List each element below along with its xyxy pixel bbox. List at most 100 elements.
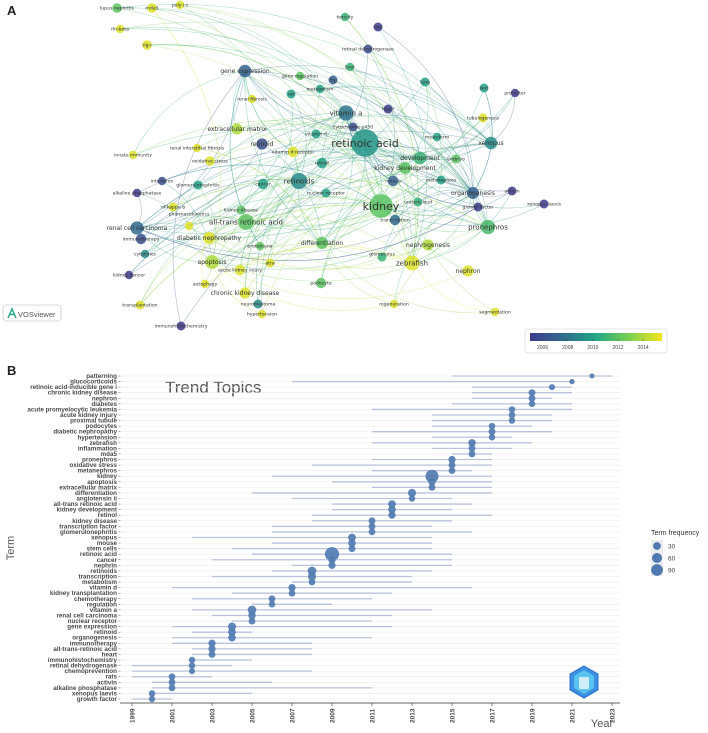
network-node-glomerulus[interactable] [377, 252, 387, 262]
network-node-innate-immunity[interactable] [128, 150, 138, 160]
network-node-vitamin-d-receptor[interactable] [287, 146, 299, 158]
network-node-tubulogenesis[interactable] [478, 113, 488, 123]
network-node-renal-interstitial-fibrosis[interactable] [192, 143, 202, 153]
network-node-proteinuria[interactable] [255, 241, 265, 251]
term-frequency-point[interactable] [488, 428, 496, 436]
term-frequency-point[interactable] [468, 444, 476, 452]
network-node-atra[interactable] [265, 258, 275, 268]
term-frequency-point[interactable] [268, 601, 276, 608]
term-frequency-point[interactable] [328, 556, 336, 564]
network-node-xenopus-laevis[interactable] [539, 199, 549, 209]
term-frequency-point[interactable] [368, 517, 376, 525]
network-node-acute-kidney-injury[interactable] [234, 264, 246, 276]
network-node-zebrafish[interactable] [404, 255, 420, 271]
network-node-transcription[interactable] [389, 214, 401, 226]
term-frequency-point[interactable] [324, 547, 340, 562]
term-frequency-point[interactable] [488, 434, 496, 441]
term-frequency-point[interactable] [589, 373, 595, 379]
term-frequency-point[interactable] [208, 639, 216, 647]
term-frequency-point[interactable] [248, 617, 256, 625]
network-node-chronic-kidney-disease[interactable] [239, 287, 251, 299]
network-node-nuclear-receptor[interactable] [321, 188, 331, 198]
network-node-retinal-dehydrogenase[interactable] [363, 44, 373, 54]
term-frequency-point[interactable] [407, 488, 417, 497]
term-frequency-point[interactable] [348, 539, 356, 547]
term-frequency-point[interactable] [188, 656, 196, 664]
network-node-nf-kappa-b[interactable] [168, 202, 178, 212]
term-frequency-point[interactable] [448, 455, 456, 464]
network-node-vitamin-d[interactable] [311, 129, 321, 139]
term-frequency-point[interactable] [528, 394, 536, 402]
network-node-retinoid[interactable] [256, 138, 268, 150]
network-node-toxicity[interactable] [340, 12, 350, 22]
network-node-kidney-cancer[interactable] [124, 270, 134, 280]
network-node-embryo[interactable] [451, 154, 461, 164]
network-node-differentiation[interactable] [316, 237, 328, 249]
term-frequency-point[interactable] [288, 589, 296, 597]
network-node-transplantation[interactable] [135, 300, 145, 310]
network-node-kidney[interactable] [369, 194, 393, 218]
term-frequency-point[interactable] [468, 450, 476, 458]
term-frequency-point[interactable] [308, 578, 316, 586]
network-node-mesoderm[interactable] [432, 132, 442, 142]
network-node-mda5[interactable] [147, 3, 157, 13]
term-frequency-point[interactable] [468, 439, 476, 447]
term-frequency-point[interactable] [528, 400, 536, 408]
term-frequency-point[interactable] [508, 411, 516, 419]
term-frequency-point[interactable] [188, 662, 196, 669]
network-node-development[interactable] [413, 151, 427, 165]
network-node-lupus-nephritis[interactable] [112, 3, 122, 13]
term-frequency-point[interactable] [368, 528, 376, 536]
term-frequency-point[interactable] [148, 690, 156, 697]
term-frequency-point[interactable] [228, 628, 236, 637]
term-frequency-point[interactable] [388, 500, 396, 508]
network-node-nephron[interactable] [462, 265, 474, 277]
network-node-cytokines[interactable] [140, 249, 150, 259]
network-node-interferon[interactable] [157, 176, 167, 186]
network-node-apoptosis[interactable] [205, 255, 219, 269]
term-frequency-point[interactable] [148, 695, 156, 703]
network-node-wnt[interactable] [479, 83, 489, 93]
network-node-rig-i[interactable] [142, 40, 152, 50]
network-node-ureteric-bud[interactable] [413, 197, 423, 207]
network-node-vitamin-a[interactable] [338, 105, 354, 121]
network-node-kidney-development[interactable] [399, 162, 411, 174]
network-node-hypertension[interactable] [257, 309, 267, 319]
network-node-autophagy[interactable] [200, 279, 210, 289]
network-node-activin[interactable] [507, 186, 517, 196]
network-node-glomerulonephritis[interactable] [193, 180, 203, 190]
term-frequency-point[interactable] [228, 633, 236, 642]
term-frequency-point[interactable] [348, 545, 356, 553]
term-frequency-point[interactable] [168, 673, 176, 681]
network-node-pronephros[interactable] [480, 219, 496, 235]
network-node-promoter[interactable] [510, 88, 520, 98]
term-frequency-point[interactable] [428, 478, 436, 486]
network-node-gene-regulation[interactable] [295, 71, 305, 81]
network-node-rats[interactable] [373, 22, 383, 32]
network-node-nephrogenesis[interactable] [422, 239, 434, 251]
term-frequency-point[interactable] [168, 678, 176, 686]
network-node-mouse[interactable] [387, 175, 399, 187]
network-node-metanephros[interactable] [436, 175, 446, 185]
network-node-cancer[interactable] [257, 178, 269, 190]
network-node-alkaline-phosphatase[interactable] [132, 188, 142, 198]
term-frequency-point[interactable] [188, 668, 196, 675]
term-frequency-point[interactable] [428, 483, 436, 491]
term-frequency-point[interactable] [488, 422, 496, 430]
network-node-retinoids[interactable] [290, 172, 308, 190]
term-frequency-point[interactable] [548, 384, 556, 391]
term-frequency-point[interactable] [247, 605, 257, 615]
network-node-rat[interactable] [286, 89, 296, 99]
network-node-retinol[interactable] [316, 157, 328, 169]
network-node-organogenesis[interactable] [467, 187, 479, 199]
network-node-xenopus[interactable] [484, 136, 498, 150]
network-node-segmentation[interactable] [490, 307, 500, 317]
network-node-diabetic-nephropathy[interactable] [203, 232, 215, 244]
term-frequency-point[interactable] [528, 389, 536, 397]
term-frequency-point[interactable] [307, 572, 317, 581]
network-node-heart[interactable] [383, 104, 393, 114]
network-node-retinoic-acid[interactable] [351, 129, 379, 157]
network-node-all-trans-retinoic-acid[interactable] [238, 214, 254, 230]
network-node-immunohistochemistry[interactable] [176, 321, 186, 331]
term-frequency-point[interactable] [348, 533, 356, 542]
